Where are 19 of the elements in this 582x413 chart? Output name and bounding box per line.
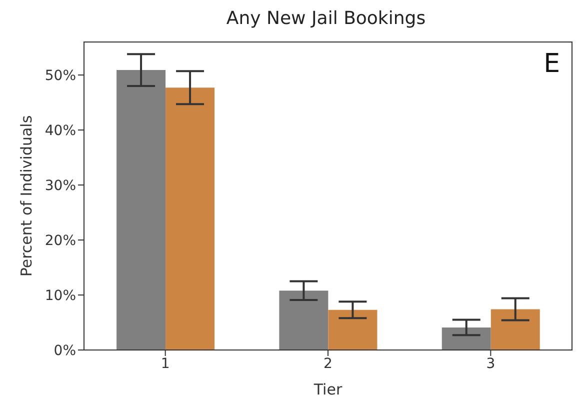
annotation: E xyxy=(544,49,560,79)
y-tick-label: 20% xyxy=(44,232,76,249)
bar xyxy=(328,310,378,350)
x-tick-label: 2 xyxy=(324,356,332,372)
y-tick-label: 30% xyxy=(44,178,76,194)
bar xyxy=(116,70,166,350)
chart-title: Any New Jail Bookings xyxy=(225,8,427,31)
x-tick-label: 3 xyxy=(486,356,496,372)
y-axis-title: Percent of Individuals xyxy=(17,115,36,277)
y-tick-label: 10% xyxy=(44,288,76,304)
bar xyxy=(279,290,328,350)
bar xyxy=(442,327,491,350)
x-tick-label: 1 xyxy=(160,356,170,372)
bar xyxy=(490,309,540,350)
bar xyxy=(166,88,215,350)
x-axis-title: Tier xyxy=(312,380,343,399)
y-tick-label: 0% xyxy=(54,342,76,359)
y-tick-label: 50% xyxy=(44,68,76,84)
y-tick-label: 40% xyxy=(44,122,76,139)
